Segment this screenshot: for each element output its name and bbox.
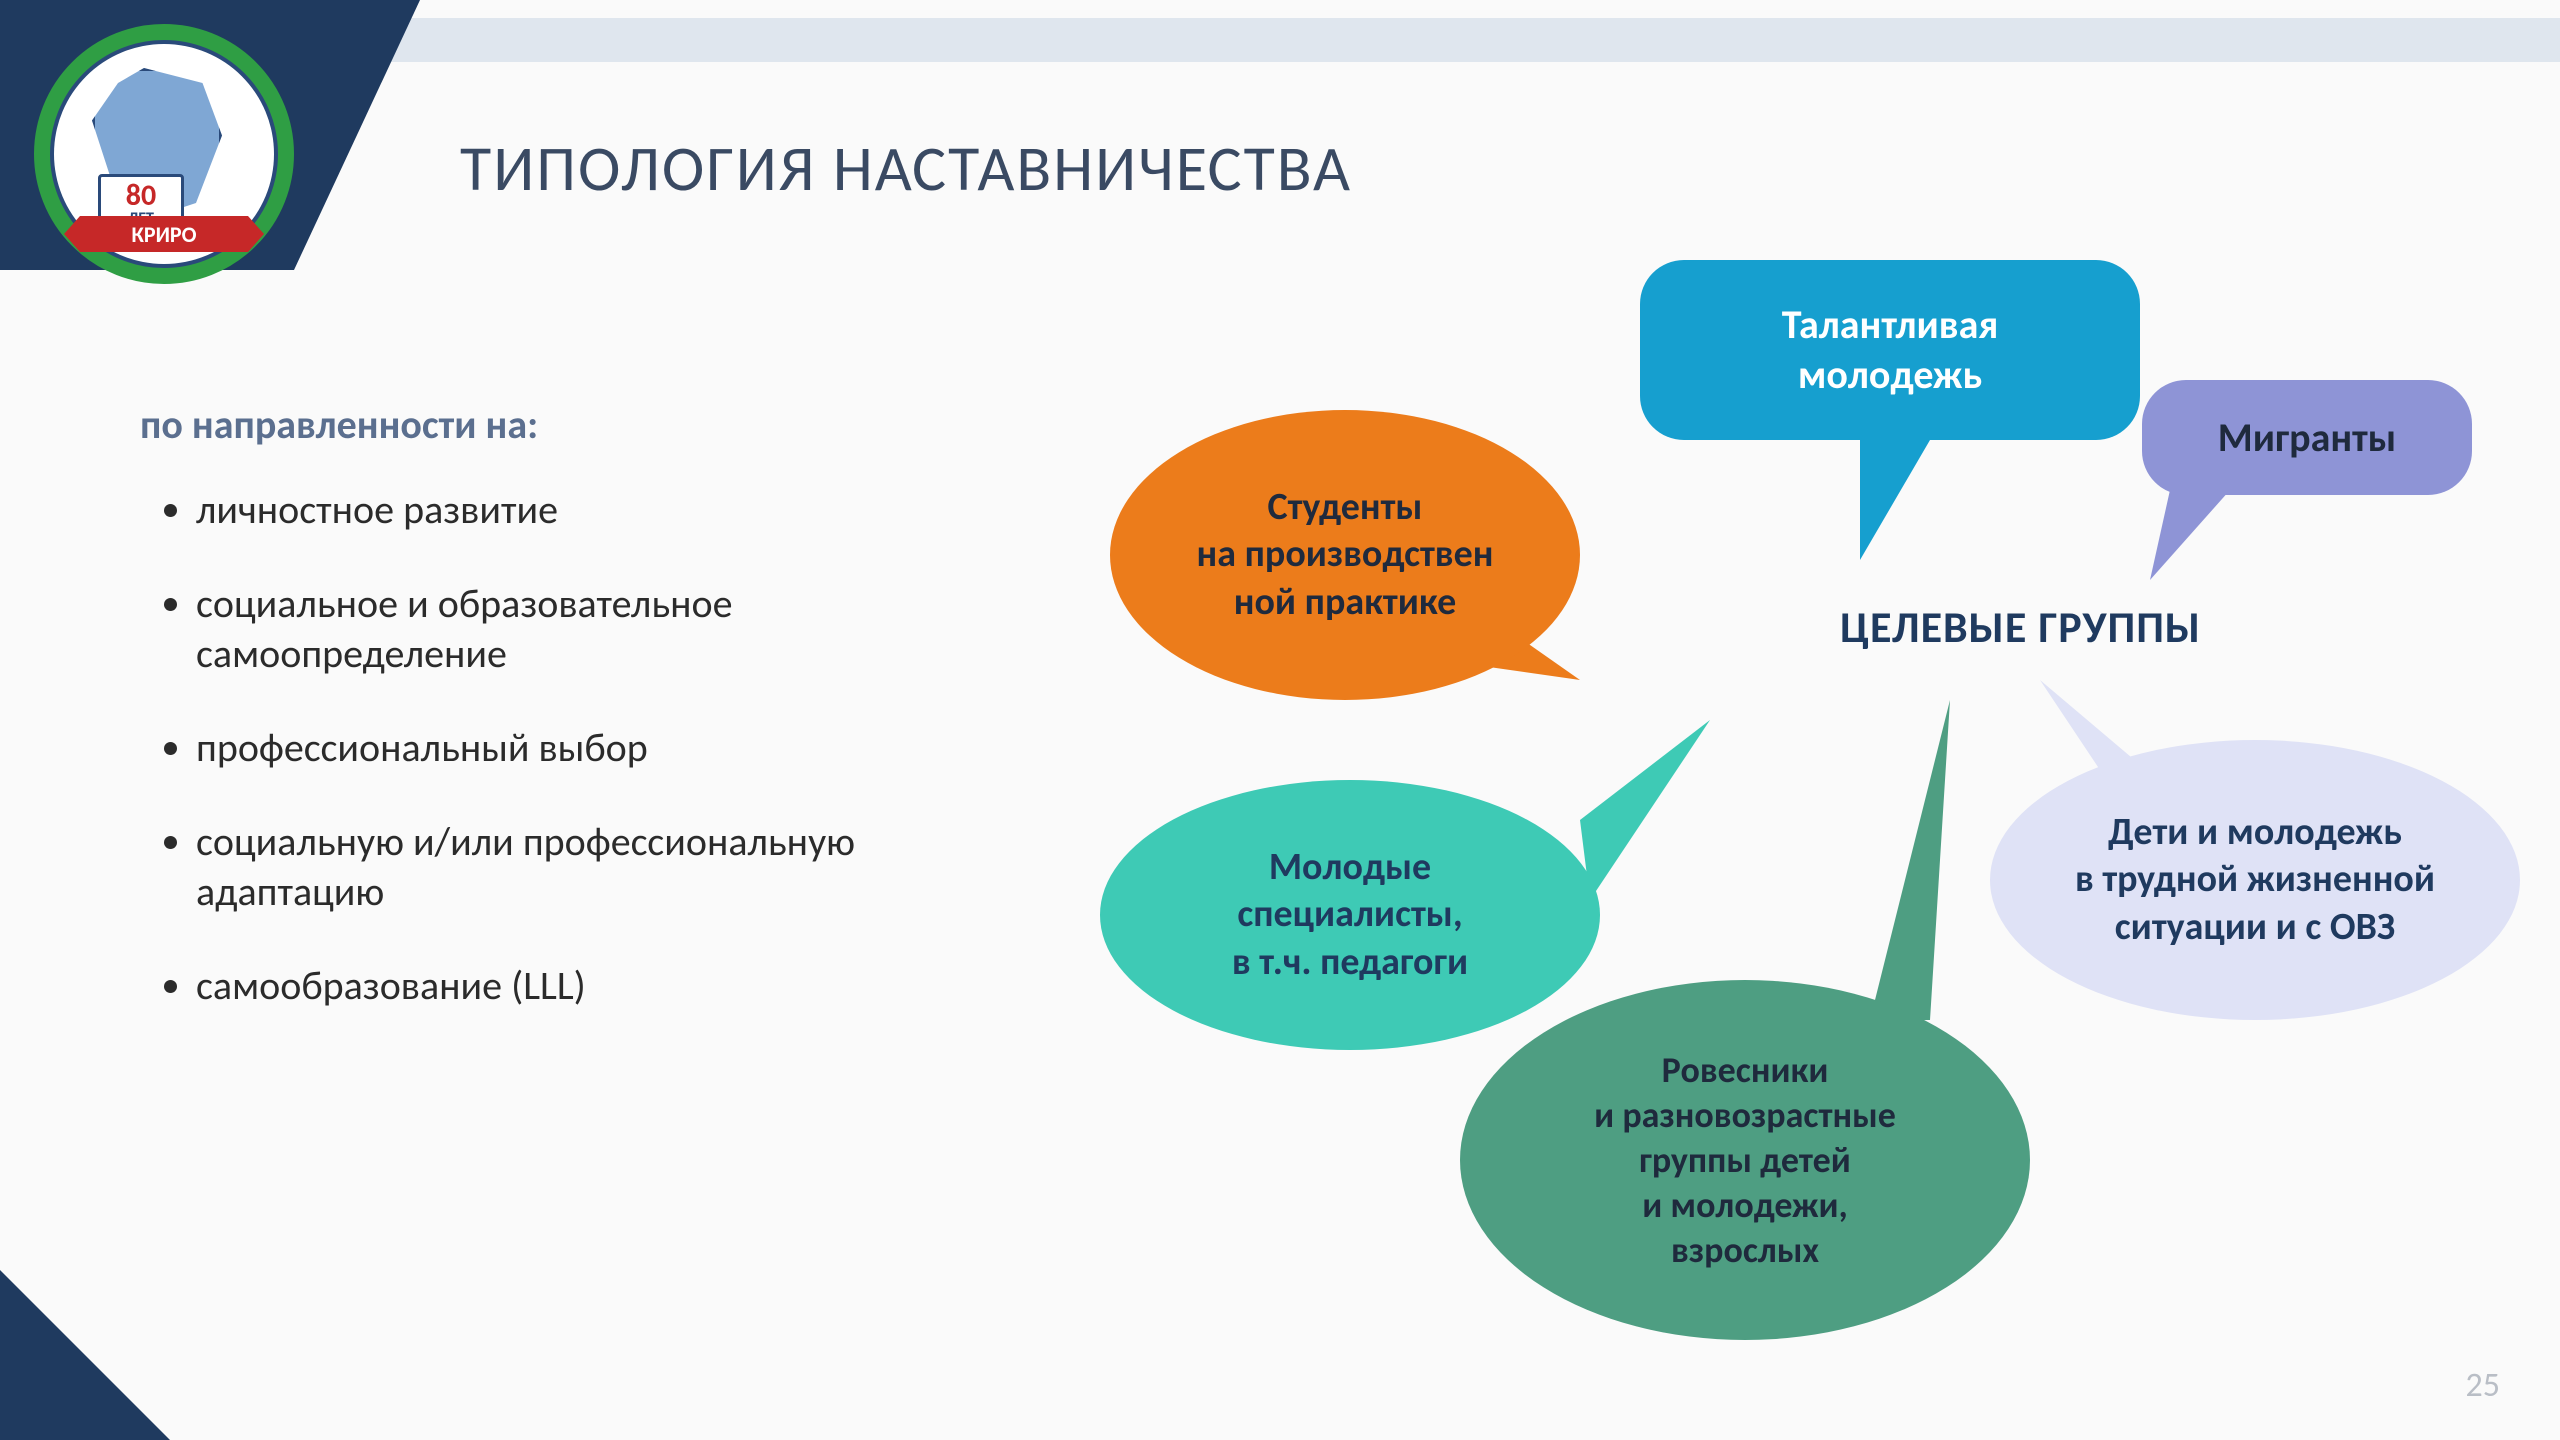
diagram-center-label: ЦЕЛЕВЫЕ ГРУППЫ bbox=[1840, 600, 2201, 654]
bubble-students: Студентына производственной практике bbox=[1110, 410, 1580, 700]
page-title: ТИПОЛОГИЯ НАСТАВНИЧЕСТВА bbox=[460, 130, 1352, 208]
bubble-text-ovz: Дети и молодежьв трудной жизненнойситуац… bbox=[2047, 809, 2463, 952]
logo-number: 80 bbox=[126, 181, 156, 211]
logo-ribbon: КРИРО bbox=[64, 216, 264, 252]
bullet-item: социальное и образовательное самоопредел… bbox=[196, 579, 980, 679]
bullet-item: самообразование (LLL) bbox=[196, 961, 980, 1011]
subtitle: по направленности на: bbox=[140, 400, 980, 449]
bottom-left-wedge bbox=[0, 1270, 170, 1440]
bubble-tail-peers bbox=[1870, 700, 1950, 1020]
bullet-list: личностное развитие социальное и образов… bbox=[140, 485, 980, 1011]
logo: 80 ЛЕТ КРИРО bbox=[34, 24, 294, 284]
bubble-talented: Талантливаямолодежь bbox=[1640, 260, 2140, 440]
bubble-ovz: Дети и молодежьв трудной жизненнойситуац… bbox=[1990, 740, 2520, 1020]
bubble-tail-young-spec bbox=[1580, 720, 1710, 900]
page-number: 25 bbox=[2466, 1365, 2500, 1406]
bubble-tail-migrants bbox=[2150, 490, 2230, 580]
bubble-text-peers: Ровесникии разновозрастныегруппы детейи … bbox=[1566, 1048, 1924, 1273]
bullet-item: социальную и/или профессиональную адапта… bbox=[196, 817, 980, 917]
target-groups-diagram: ЦЕЛЕВЫЕ ГРУППЫ Студентына производственн… bbox=[1020, 260, 2520, 1360]
bubble-migrants: Мигранты bbox=[2142, 380, 2472, 495]
bullet-item: личностное развитие bbox=[196, 485, 980, 535]
bubble-peers: Ровесникии разновозрастныегруппы детейи … bbox=[1460, 980, 2030, 1340]
bubble-text-talented: Талантливаямолодежь bbox=[1754, 300, 2027, 400]
bubble-young-spec: Молодыеспециалисты,в т.ч. педагоги bbox=[1100, 780, 1600, 1050]
bullet-item: профессиональный выбор bbox=[196, 723, 980, 773]
bubble-text-young-spec: Молодыеспециалисты,в т.ч. педагоги bbox=[1204, 844, 1496, 987]
bubble-text-students: Студентына производственной практике bbox=[1169, 484, 1522, 627]
left-column: по направленности на: личностное развити… bbox=[140, 400, 980, 1055]
bubble-text-migrants: Мигранты bbox=[2190, 413, 2425, 463]
bubble-tail-talented bbox=[1860, 440, 1930, 560]
